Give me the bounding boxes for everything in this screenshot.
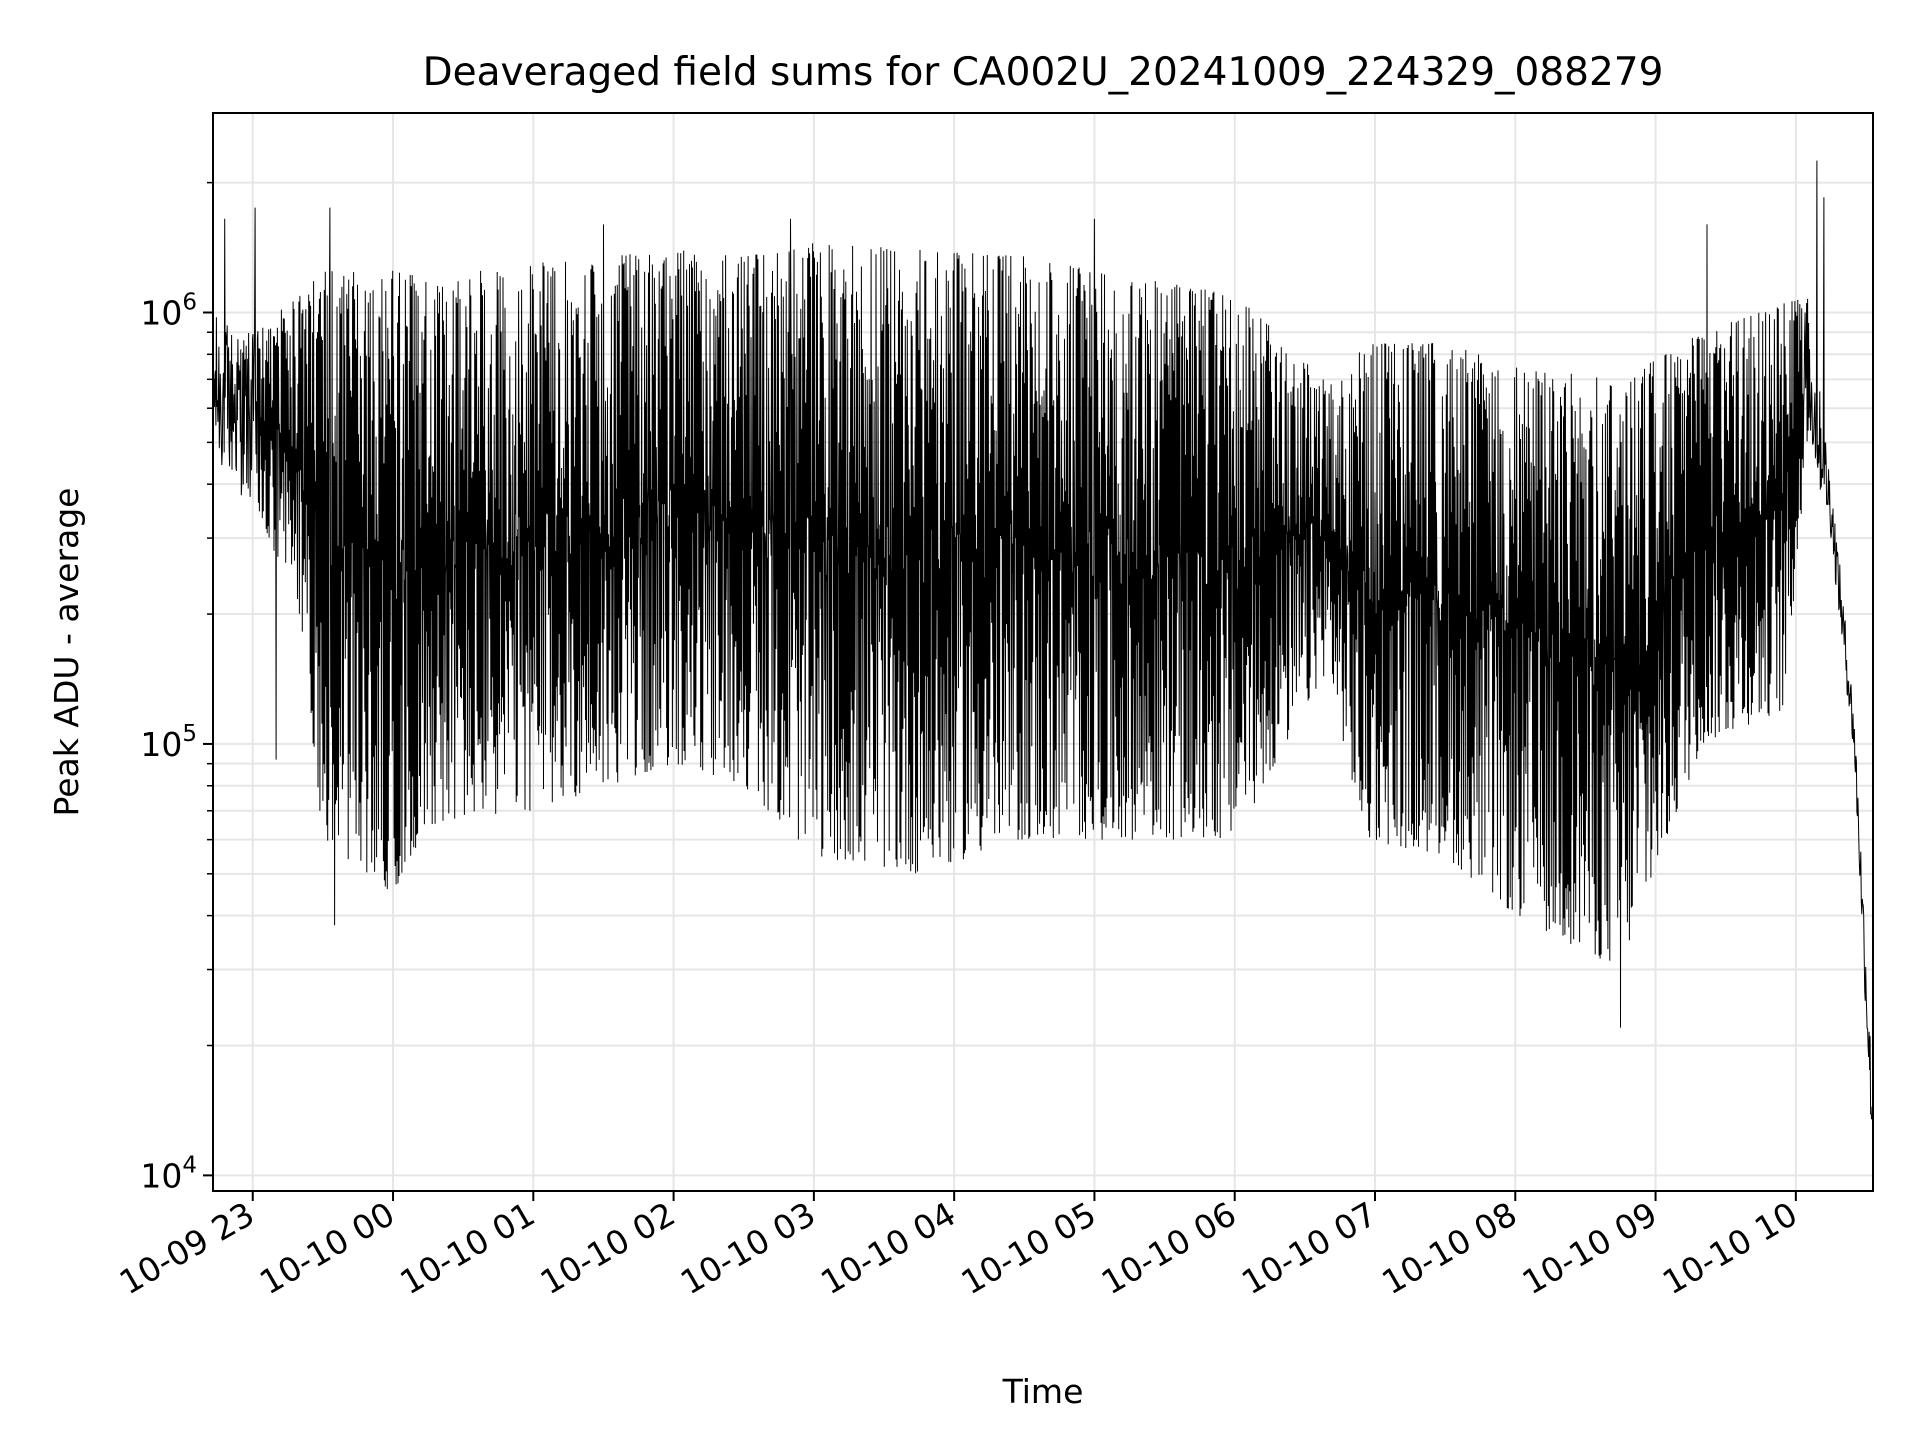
y-tick-label: 105: [140, 721, 197, 764]
chart-title: Deaveraged field sums for CA002U_2024100…: [423, 50, 1664, 95]
y-tick-base: 10: [140, 293, 182, 332]
y-tick-label: 104: [140, 1152, 197, 1195]
y-tick-exponent: 6: [182, 289, 197, 315]
y-tick-label: 106: [140, 289, 197, 332]
y-tick-base: 10: [140, 1156, 182, 1195]
plot-area: [212, 160, 1874, 1176]
series-line: [212, 160, 1874, 1176]
y-tick-exponent: 5: [182, 721, 197, 747]
y-tick-exponent: 4: [182, 1152, 197, 1178]
x-axis-label: Time: [1002, 1372, 1084, 1411]
plot-frame: [212, 112, 1874, 1192]
y-axis-label: Peak ADU - average: [47, 488, 86, 817]
y-tick-base: 10: [140, 725, 182, 764]
